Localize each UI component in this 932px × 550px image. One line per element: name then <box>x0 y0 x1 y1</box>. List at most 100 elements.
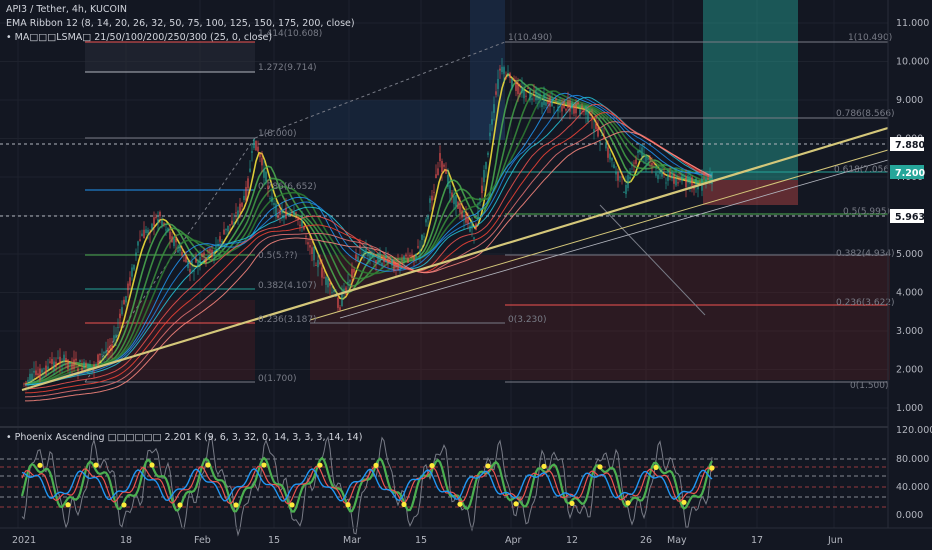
candle-body <box>617 172 619 181</box>
candle-body <box>607 147 609 158</box>
candle-body <box>527 88 529 89</box>
candle-body <box>347 281 349 284</box>
fib-diagonal-1 <box>254 41 506 139</box>
candle-body <box>329 283 331 286</box>
candle-body <box>615 172 617 175</box>
candle-body <box>89 364 91 372</box>
indicator-ema-ribbon[interactable]: EMA Ribbon 12 (8, 14, 20, 26, 32, 50, 75… <box>6 18 355 29</box>
candle-body <box>581 105 583 109</box>
candle-body <box>239 203 241 213</box>
indicator-phoenix[interactable]: • Phoenix Ascending □□□□□□ 2.201 K (9, 6… <box>6 432 363 443</box>
candle-body <box>73 359 75 369</box>
candle-body <box>313 246 315 261</box>
candle-body <box>305 236 307 238</box>
candle-body <box>139 239 141 241</box>
symbol-title[interactable]: API3 / Tether, 4h, KUCOIN <box>6 4 127 15</box>
price-tick: 11.000 <box>896 18 929 29</box>
candle-body <box>371 251 373 257</box>
candle-body <box>469 225 471 232</box>
time-label: May <box>667 535 687 546</box>
candle-body <box>187 260 189 269</box>
ascending-trendline[interactable] <box>21 126 889 392</box>
candle-body <box>385 254 387 259</box>
target-zone[interactable] <box>703 0 798 180</box>
candle-body <box>265 171 267 182</box>
candle-body <box>363 251 365 257</box>
candle-body <box>155 216 157 218</box>
candle-body <box>595 122 597 129</box>
candle-body <box>45 365 47 375</box>
candle-body <box>657 174 659 180</box>
fib-label-0786: 0.786(6.652) <box>258 182 317 192</box>
fib-mid-0: 0(3.230) <box>508 315 547 325</box>
candle-body <box>35 370 37 376</box>
osc-signal-dot <box>597 464 603 470</box>
candle-body <box>215 244 217 248</box>
tag-7200: 7.200 <box>895 168 925 179</box>
candle-body <box>389 259 391 260</box>
parallel-trendline-2[interactable] <box>339 159 889 319</box>
candle-body <box>69 362 71 365</box>
fib-right-0: 0(1.500) <box>850 381 889 391</box>
candle-body <box>83 361 85 368</box>
candle-body <box>85 362 87 367</box>
candle-body <box>591 117 593 120</box>
time-axis[interactable]: 2021 18 Feb 15 Mar 15 Apr 12 26 May 17 Jun <box>12 535 843 546</box>
candle-body <box>611 157 613 161</box>
candle-body <box>163 223 165 224</box>
candle-body <box>529 89 531 101</box>
candle-body <box>637 151 639 153</box>
parallel-trendline[interactable] <box>309 149 889 321</box>
candle-body <box>683 176 685 177</box>
candle-body <box>453 196 455 205</box>
osc-signal-dot <box>177 502 183 508</box>
candle-body <box>193 270 195 272</box>
candle-body <box>685 176 687 188</box>
tag-7200-bg <box>890 165 924 179</box>
candle-body <box>589 112 591 115</box>
candle-body <box>431 195 433 201</box>
candle-body <box>49 361 51 363</box>
osc-signal-dot <box>401 501 407 508</box>
candle-body <box>167 228 169 232</box>
stop-zone[interactable] <box>703 180 798 205</box>
candle-body <box>565 108 567 111</box>
candle-body <box>555 98 557 101</box>
candle-body <box>351 268 353 279</box>
candle-body <box>399 264 401 266</box>
osc-signal-dot <box>317 462 323 468</box>
candle-body <box>367 253 369 257</box>
candle-body <box>587 110 589 122</box>
osc-signal-dot <box>541 463 547 469</box>
candle-body <box>339 307 341 311</box>
candle-body <box>391 258 393 266</box>
candle-body <box>311 247 313 255</box>
candle-body <box>505 77 507 79</box>
candle-body <box>55 361 57 368</box>
candle-body <box>25 381 27 383</box>
candle-body <box>171 236 173 243</box>
oscillator-axis[interactable]: 120.000 80.000 40.000 0.000 <box>896 425 932 521</box>
osc-signal-dot <box>121 502 127 508</box>
candle-body <box>477 211 479 220</box>
candle-body <box>317 260 319 268</box>
candle-body <box>425 219 427 223</box>
candle-body <box>517 83 519 95</box>
candle-body <box>273 202 275 205</box>
candle-body <box>625 184 627 195</box>
candle-body <box>179 246 181 252</box>
indicator-ma-lsma[interactable]: • MA□□□LSMA□ 21/50/100/200/250/300 (25, … <box>6 32 273 43</box>
candle-body <box>365 248 367 254</box>
price-tick: 1.000 <box>896 403 923 414</box>
osc-signal-dot <box>93 462 99 468</box>
candle-body <box>571 102 573 109</box>
candle-body <box>251 151 253 153</box>
fib-right-0236: 0.236(3.622) <box>836 298 895 308</box>
candle-body <box>287 214 289 216</box>
candle-body <box>577 101 579 105</box>
candle-body <box>405 254 407 257</box>
osc-signal-dot <box>569 500 575 507</box>
candle-body <box>349 280 351 282</box>
